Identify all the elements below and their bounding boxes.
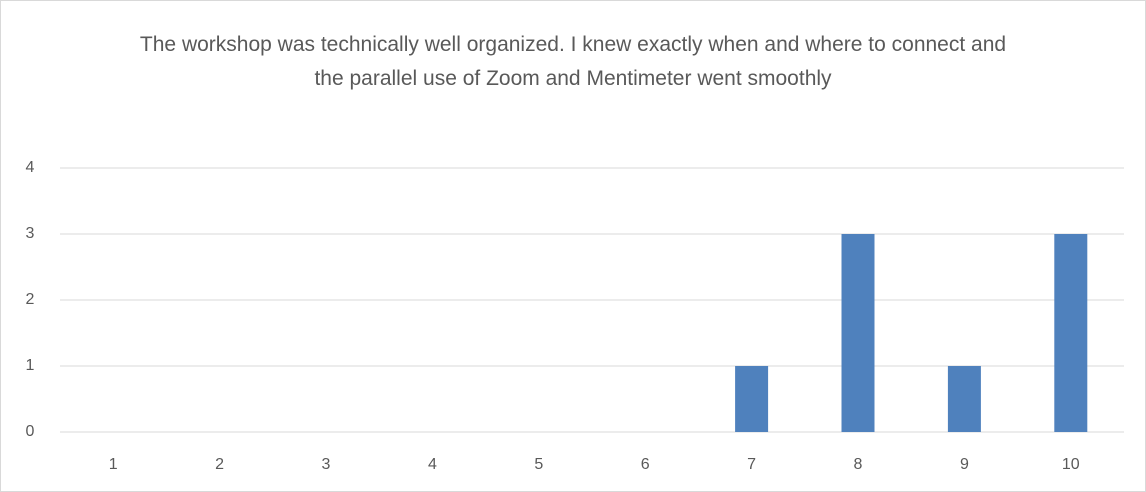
x-tick-label: 7 xyxy=(747,456,756,473)
bar xyxy=(841,234,875,432)
y-tick-label: 2 xyxy=(26,291,35,308)
bar xyxy=(735,366,769,432)
x-tick-label: 2 xyxy=(215,456,224,473)
x-tick-label: 4 xyxy=(428,456,437,473)
x-tick-label: 3 xyxy=(322,456,331,473)
x-tick-label: 9 xyxy=(960,456,969,473)
bar xyxy=(1054,234,1088,432)
y-tick-label: 3 xyxy=(26,225,35,242)
y-tick-label: 0 xyxy=(26,423,35,440)
x-tick-label: 8 xyxy=(854,456,863,473)
x-tick-label: 10 xyxy=(1062,456,1080,473)
x-tick-label: 5 xyxy=(534,456,543,473)
x-tick-label: 6 xyxy=(641,456,650,473)
y-tick-label: 1 xyxy=(26,357,35,374)
y-tick-label: 4 xyxy=(26,159,35,176)
chart-title: The workshop was technically well organi… xyxy=(139,33,1007,90)
x-tick-label: 1 xyxy=(109,456,118,473)
bar xyxy=(947,366,981,432)
